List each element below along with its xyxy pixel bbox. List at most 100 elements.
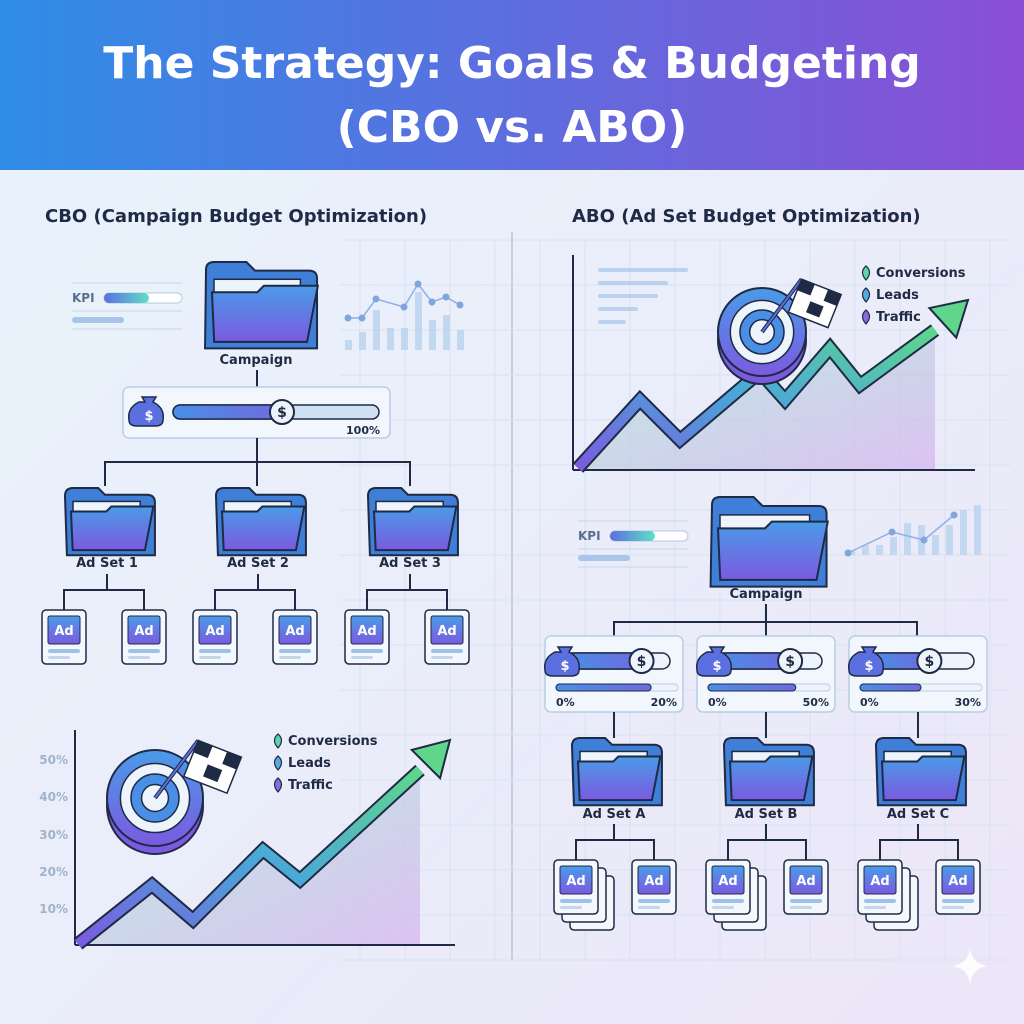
- map-pin-icon: [861, 309, 871, 325]
- legend-item: Leads: [861, 287, 919, 303]
- tree-connector: [63, 574, 145, 610]
- ad-label: Ad: [948, 874, 967, 889]
- ad-card[interactable]: Ad: [424, 609, 470, 665]
- kpi-label: KPI: [72, 291, 95, 305]
- tree-connector: [366, 574, 448, 610]
- cbo-budget-percent: 100%: [346, 424, 380, 437]
- tree-connector: [575, 824, 655, 860]
- ad-card[interactable]: Ad: [192, 609, 238, 665]
- trend-arrow-icon: [409, 738, 452, 781]
- ad-label: Ad: [54, 624, 73, 639]
- ad-set-label: Ad Set A: [583, 807, 646, 822]
- campaign-folder-icon[interactable]: [204, 261, 320, 350]
- ad-card[interactable]: Ad: [935, 859, 981, 915]
- legend-label: Conversions: [288, 734, 378, 749]
- kpi-widget: KPI: [72, 282, 183, 330]
- ad-card[interactable]: Ad: [272, 609, 318, 665]
- ad-card[interactable]: Ad: [631, 859, 677, 915]
- mini-bar: [848, 550, 855, 555]
- tree-connector: [214, 574, 296, 610]
- kpi-widget: KPI: [578, 520, 689, 568]
- abo-list-decoration: [598, 268, 688, 324]
- mini-point: [358, 314, 366, 322]
- mini-bar: [415, 292, 422, 350]
- mini-bar: [373, 310, 380, 350]
- ad-label: Ad: [357, 624, 376, 639]
- map-pin-icon: [861, 265, 871, 281]
- legend-label: Traffic: [288, 778, 333, 793]
- ad-card[interactable]: Ad: [344, 609, 390, 665]
- legend-item: Conversions: [273, 733, 378, 749]
- ad-label: Ad: [566, 874, 585, 889]
- ad-set-folder-icon[interactable]: [366, 487, 459, 557]
- ad-card[interactable]: Ad: [705, 859, 751, 915]
- svg-text:$: $: [712, 659, 721, 674]
- header-banner: [0, 0, 1024, 170]
- y-tick-label: 40%: [39, 790, 68, 804]
- ad-card[interactable]: Ad: [857, 859, 903, 915]
- ad-set-label: Ad Set B: [735, 807, 798, 822]
- dollar-coin-icon[interactable]: $: [269, 399, 295, 425]
- budget-min-label: 0%: [860, 696, 879, 709]
- svg-text:$: $: [144, 409, 153, 424]
- mini-bar: [345, 340, 352, 350]
- mini-bar: [904, 523, 911, 555]
- ad-label: Ad: [644, 874, 663, 889]
- legend-item: Traffic: [273, 777, 333, 793]
- mini-bar: [862, 545, 869, 555]
- checkered-flag-icon: [760, 278, 843, 334]
- ad-label: Ad: [870, 874, 889, 889]
- y-tick-label: 10%: [39, 902, 68, 916]
- budget-max-label: 50%: [803, 696, 829, 709]
- legend-label: Leads: [876, 288, 919, 303]
- ad-set-folder-icon[interactable]: [570, 737, 663, 807]
- ad-card[interactable]: Ad: [553, 859, 599, 915]
- mini-point: [344, 314, 352, 322]
- money-bag-icon: $: [543, 646, 581, 677]
- campaign-folder-icon[interactable]: [709, 496, 829, 588]
- dollar-coin-icon[interactable]: $: [916, 648, 943, 674]
- ad-card[interactable]: Ad: [41, 609, 87, 665]
- tree-connector: [104, 438, 411, 486]
- ad-card[interactable]: Ad: [783, 859, 829, 915]
- mini-bar: [359, 332, 366, 350]
- mini-bar: [932, 535, 939, 555]
- title-line-1: The Strategy: Goals & Budgeting: [103, 38, 921, 89]
- kpi-label: KPI: [578, 529, 601, 543]
- ad-card[interactable]: Ad: [121, 609, 167, 665]
- budget-max-label: 30%: [955, 696, 981, 709]
- ad-set-folder-icon[interactable]: [874, 737, 967, 807]
- legend-label: Leads: [288, 756, 331, 771]
- mini-point: [428, 298, 436, 306]
- svg-text:$: $: [785, 654, 795, 670]
- mini-bar: [387, 328, 394, 350]
- money-bag-icon: $: [127, 396, 165, 427]
- ad-label: Ad: [718, 874, 737, 889]
- mini-bar: [876, 545, 883, 555]
- map-pin-icon: [861, 287, 871, 303]
- mini-bar: [974, 505, 981, 555]
- trend-line: [574, 325, 938, 472]
- map-pin-icon: [273, 755, 283, 771]
- ad-set-folder-icon[interactable]: [214, 487, 307, 557]
- mini-bar: [401, 328, 408, 350]
- mini-analytics-chart: [344, 280, 464, 350]
- ad-set-label: Ad Set 1: [76, 556, 138, 571]
- legend-label: Conversions: [876, 266, 966, 281]
- mini-bar: [429, 320, 436, 350]
- y-tick-label: 30%: [39, 828, 68, 842]
- dollar-coin-icon[interactable]: $: [777, 648, 804, 674]
- money-bag-icon: $: [847, 646, 885, 677]
- ad-set-folder-icon[interactable]: [63, 487, 156, 557]
- tree-connector: [879, 824, 959, 860]
- trend-line: [74, 766, 424, 948]
- mini-analytics-chart: [844, 505, 981, 557]
- dollar-coin-icon[interactable]: $: [628, 648, 655, 674]
- mini-point: [414, 280, 422, 288]
- ad-set-folder-icon[interactable]: [722, 737, 815, 807]
- svg-text:$: $: [637, 654, 647, 670]
- cbo-budget-slider[interactable]: [122, 386, 391, 439]
- svg-text:$: $: [277, 405, 287, 421]
- legend-item: Conversions: [861, 265, 966, 281]
